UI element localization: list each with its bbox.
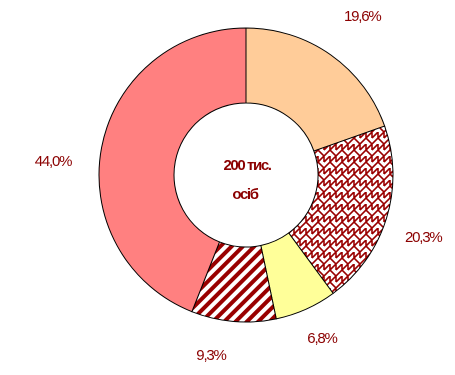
slice-label-1: 19,6% [344,8,381,25]
slice-label-3: 6,8% [307,330,337,347]
slice-2 [287,125,394,295]
center-label-line1: 200 тис. [223,157,271,174]
slice-label-5: 44,0% [35,153,72,170]
center-label-line2: осіб [232,186,258,203]
slice-label-2: 20,3% [405,229,442,246]
slices-group [98,27,394,323]
labels-group: 19,6% 20,3% 6,8% 9,3% 44,0% [35,8,444,364]
slice-1 [245,27,386,152]
slice-5 [98,27,247,313]
slice-label-4: 9,3% [196,347,226,364]
